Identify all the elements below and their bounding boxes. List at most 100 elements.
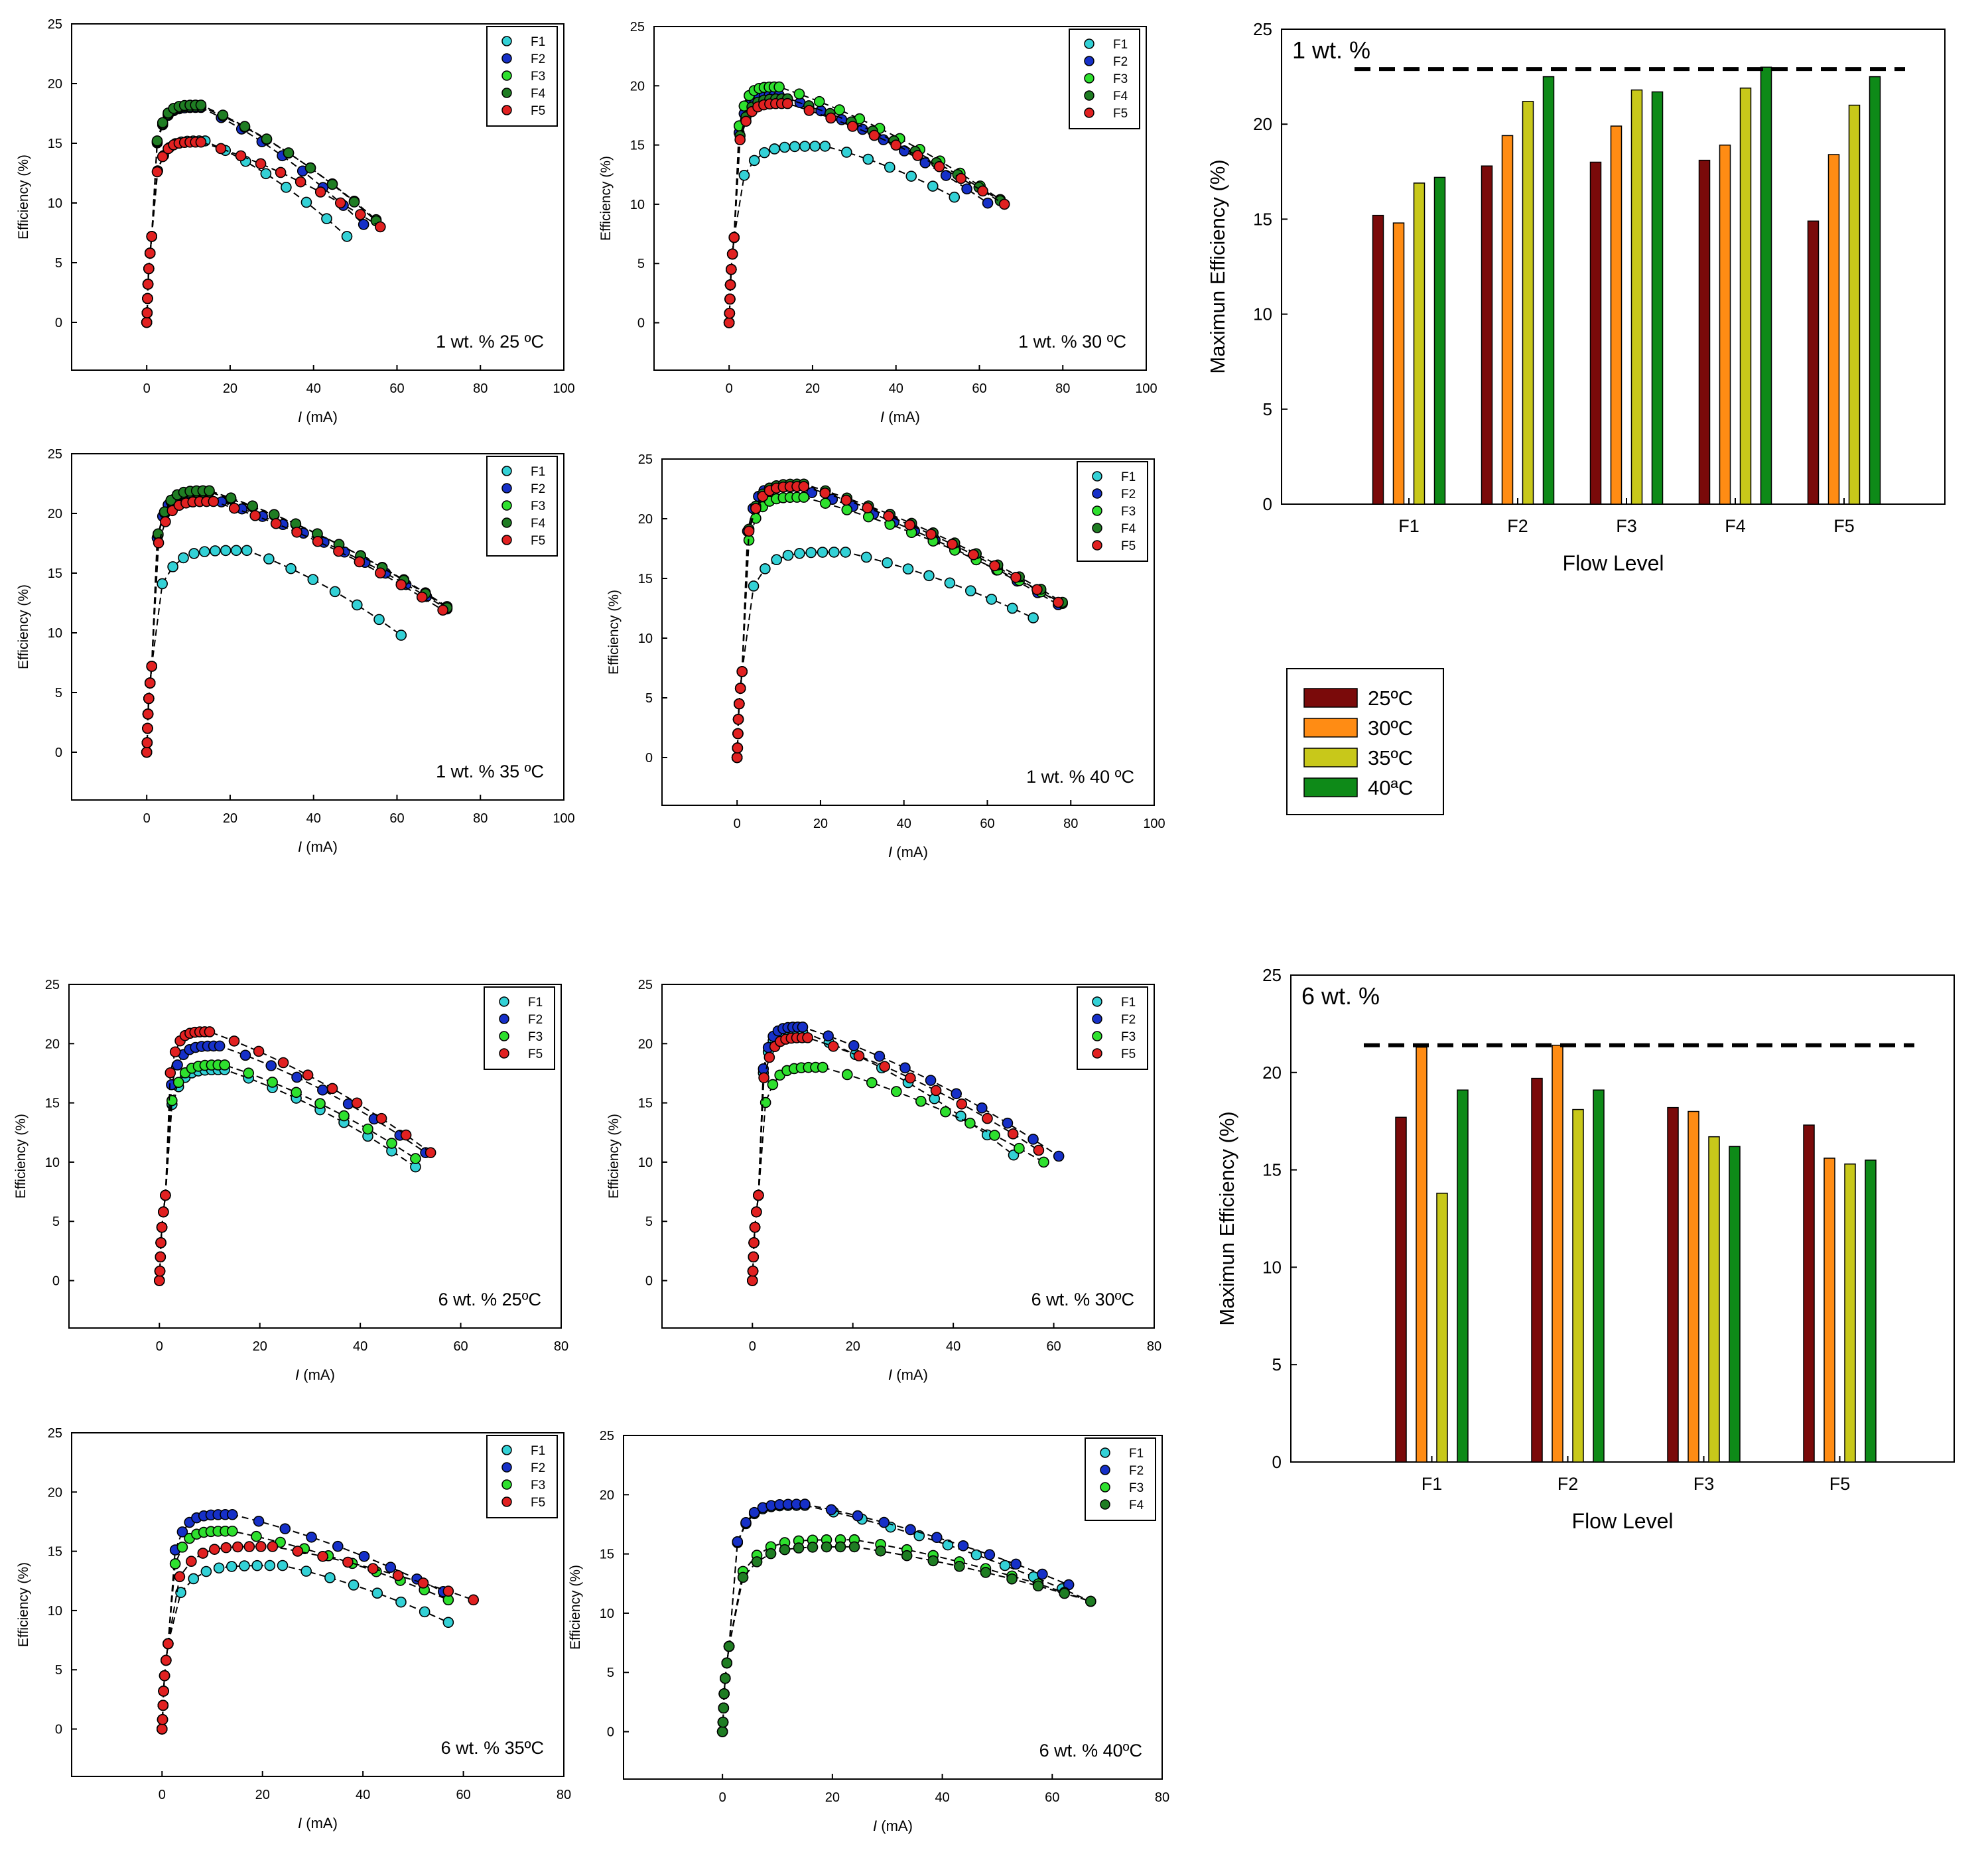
y-tick-label: 15	[638, 572, 653, 586]
legend-marker-f3	[501, 500, 512, 511]
legend-marker-f4	[1084, 90, 1094, 101]
data-point-f4	[195, 100, 207, 111]
y-tick-label: 25	[638, 978, 653, 992]
data-point-f5	[156, 1221, 168, 1233]
x-tick-label: 0	[159, 1788, 166, 1802]
y-tick-label: 20	[45, 1037, 60, 1051]
x-tick-label: 100	[1135, 381, 1157, 396]
bar-30c-f2	[1501, 135, 1514, 505]
legend-marker-f1	[501, 36, 512, 46]
data-point-f5	[157, 151, 168, 163]
data-point-f5	[159, 1670, 170, 1682]
legend-marker-f2	[499, 1014, 509, 1024]
data-point-f5	[354, 209, 366, 220]
data-point-f2	[825, 1504, 837, 1516]
legend-label: F2	[531, 52, 545, 66]
x-tick-label: 60	[456, 1788, 470, 1802]
data-point-f5	[731, 752, 743, 764]
legend-label: F1	[531, 465, 545, 479]
data-point-f1	[241, 545, 253, 557]
data-point-f2	[317, 1084, 328, 1096]
data-point-f2	[925, 1075, 937, 1086]
x-tick-label: 40	[356, 1788, 370, 1802]
data-point-f4	[151, 135, 163, 147]
data-point-f2	[226, 1508, 238, 1520]
data-point-f3	[819, 498, 831, 509]
data-point-f1	[789, 141, 801, 153]
x-axis-label-symbol: I	[888, 844, 892, 860]
data-point-f3	[243, 1067, 254, 1079]
data-point-f1	[817, 547, 828, 558]
data-point-f5	[354, 556, 365, 568]
data-point-f5	[314, 186, 326, 198]
x-tick-label: F2	[1507, 516, 1528, 536]
legend-marker-f3	[501, 70, 512, 81]
legend-frame	[486, 456, 558, 557]
data-point-f5	[392, 1569, 404, 1581]
data-point-f5	[142, 722, 153, 734]
y-axis-label: Efficiency (%)	[568, 1565, 583, 1650]
data-point-f2	[279, 1523, 291, 1534]
data-point-f1	[748, 580, 760, 592]
y-axis-label: Efficiency (%)	[16, 155, 31, 239]
y-tick-label: 15	[1262, 1160, 1282, 1180]
data-point-f5	[977, 185, 988, 197]
data-point-f5	[375, 1112, 387, 1124]
data-point-f4	[717, 1716, 729, 1728]
x-axis-label-symbol: I	[295, 1366, 299, 1383]
data-point-f4	[1059, 1587, 1070, 1599]
data-point-f1	[942, 1539, 954, 1551]
data-point-f5	[417, 1577, 429, 1589]
data-point-f5	[155, 1251, 166, 1263]
data-point-f5	[862, 502, 873, 513]
data-point-f5	[317, 1550, 328, 1562]
data-point-f5	[235, 150, 247, 162]
data-point-f2	[732, 1536, 744, 1548]
legend-frame	[484, 986, 555, 1070]
legend-label: F1	[1121, 996, 1136, 1010]
data-point-f5	[153, 537, 165, 549]
data-point-f1	[226, 1561, 237, 1572]
data-point-f5	[141, 737, 153, 748]
y-tick-label: 20	[630, 79, 645, 94]
legend-marker-f5	[1092, 1048, 1102, 1059]
data-point-f5	[275, 166, 287, 178]
y-tick-label: 0	[55, 1723, 62, 1737]
bar-30c-f3	[1610, 125, 1623, 505]
data-point-f5	[255, 1541, 267, 1552]
legend-marker-f4	[501, 517, 512, 528]
data-point-f5	[723, 317, 735, 328]
data-point-f2	[291, 1071, 302, 1083]
data-point-f1	[395, 630, 407, 641]
data-point-f4	[326, 178, 338, 190]
x-tick-label: F5	[1833, 516, 1855, 536]
data-point-f5	[982, 1112, 993, 1124]
legend-frame	[486, 1435, 558, 1518]
panel-annotation: 1 wt. % 30 ºC	[1018, 332, 1126, 352]
data-point-f2	[878, 1516, 890, 1528]
data-point-f5	[802, 1032, 813, 1043]
x-tick-label: 40	[935, 1790, 949, 1805]
data-point-f5	[143, 263, 155, 275]
y-tick-label: 10	[48, 1604, 62, 1619]
y-tick-label: 15	[630, 139, 645, 153]
panel-annotation: 6 wt. % 40ºC	[1039, 1741, 1142, 1760]
legend-label: F4	[1113, 90, 1128, 103]
data-point-f5	[215, 143, 227, 155]
legend-label: F2	[1129, 1464, 1144, 1478]
data-point-f4	[793, 1542, 805, 1554]
data-point-f3	[219, 1059, 231, 1071]
data-point-f5	[819, 487, 831, 499]
x-tick-label: 60	[453, 1339, 468, 1354]
x-tick-label: 80	[1055, 381, 1070, 396]
data-point-f3	[841, 504, 853, 515]
data-point-f2	[797, 1022, 809, 1033]
data-point-f3	[172, 1077, 184, 1089]
y-tick-label: 10	[1262, 1257, 1282, 1277]
data-point-f5	[375, 221, 386, 233]
data-point-f5	[956, 1098, 968, 1110]
data-point-f1	[955, 1110, 966, 1122]
data-point-f5	[736, 666, 748, 677]
data-point-f2	[1002, 1117, 1014, 1129]
data-point-f1	[809, 141, 821, 152]
